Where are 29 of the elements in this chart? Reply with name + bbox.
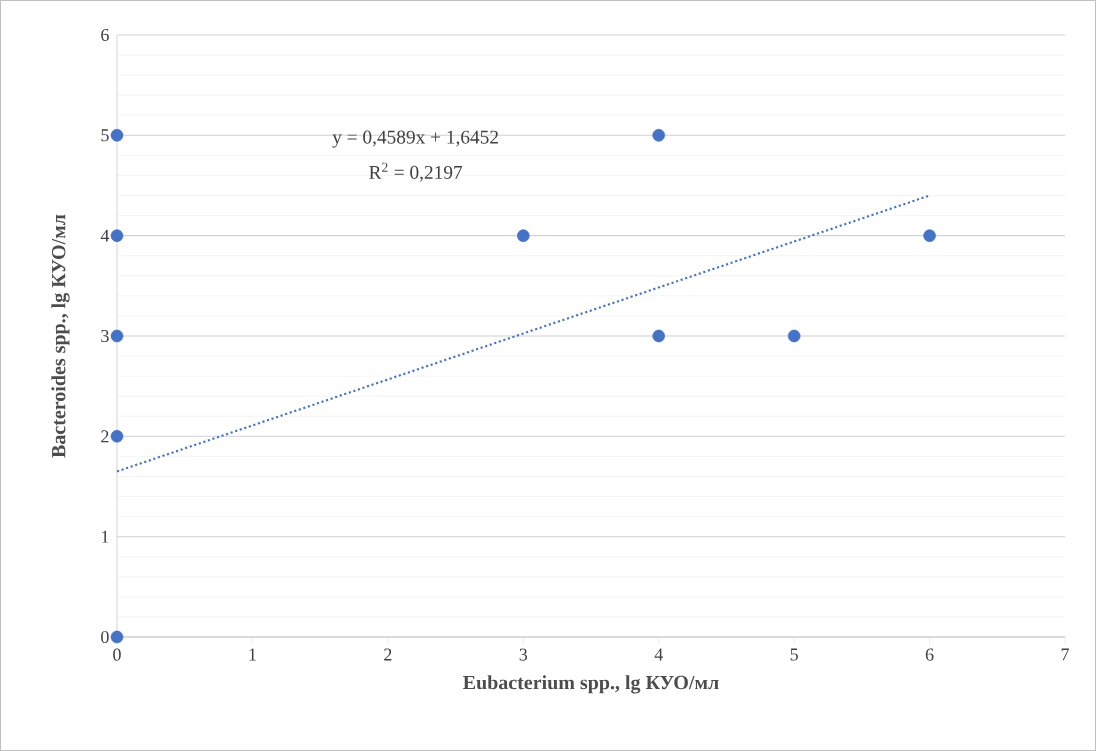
point (652, 129, 665, 142)
point (923, 229, 936, 242)
point (110, 329, 124, 343)
x-axis-title: Eubacterium spp., lg КУО/мл (463, 675, 719, 694)
point (110, 229, 124, 242)
y-tick-label: 3 (101, 329, 109, 343)
point (517, 229, 530, 242)
y-tick-label: 1 (102, 530, 109, 543)
point (110, 630, 124, 644)
y-tick-label: 2 (101, 430, 109, 443)
y-tick-label: 6 (101, 28, 109, 42)
x-tick-label: 4 (654, 648, 663, 661)
y-axis-title: Bacteroides spp., lg КУО/мл (51, 214, 70, 458)
annotation: R$^{2}$ = 0,2197 (369, 162, 463, 182)
y-tick-label: 5 (101, 129, 109, 142)
annotation: y = 0,4589x + 1,6452 (332, 130, 498, 148)
x-tick-label: 0 (113, 648, 121, 661)
point (110, 430, 124, 443)
point (110, 129, 124, 142)
y-tick-label: 4 (100, 229, 110, 242)
x-tick-label: 2 (384, 648, 392, 661)
x-tick-label: 6 (925, 648, 934, 661)
y-tick-label: 0 (101, 630, 109, 644)
x-tick-label: 1 (249, 648, 256, 661)
point (652, 329, 665, 343)
x-tick-label: 3 (519, 648, 528, 661)
x-tick-label: 7 (1061, 648, 1070, 661)
x-tick-label: 5 (790, 648, 798, 661)
point (787, 329, 801, 343)
